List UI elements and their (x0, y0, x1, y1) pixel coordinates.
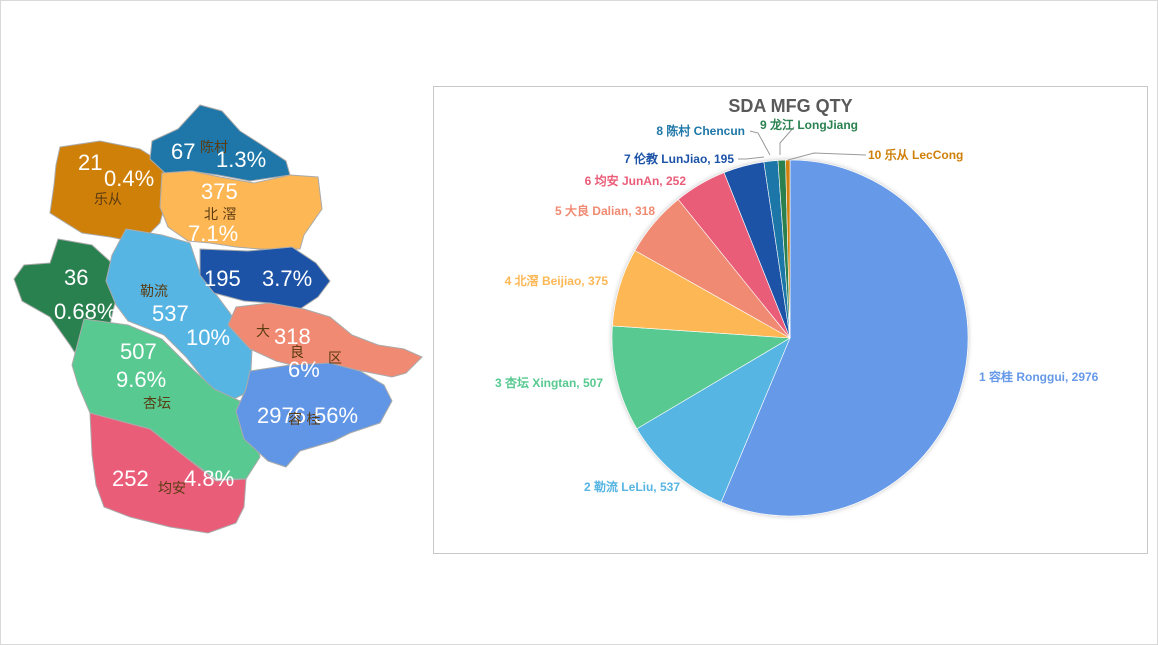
pie-leader-7 (738, 156, 765, 160)
pie-label-2: 2 勒流 LeLiu, 537 (584, 479, 680, 494)
chencun-value: 67 (171, 139, 195, 164)
pie-slice-2 (636, 337, 791, 503)
dalian-value: 318 (274, 324, 311, 349)
ronggui-name: 容 桂 (288, 411, 320, 428)
pie-leader-lines (738, 126, 867, 161)
xingtan-value: 507 (120, 339, 157, 364)
map-region-beijiao (159, 170, 323, 250)
map-region-dalian (227, 302, 423, 378)
lecong-value: 21 (78, 150, 102, 175)
longjiang-value: 36 (64, 265, 88, 290)
longjiang-pct: 0.68% (54, 299, 116, 324)
map-labels: 21 0.4% 乐从 67 陈村 1.3% 375 北 滘 7.1% 36 0.… (54, 139, 358, 497)
pie-chart: 1 容桂 Ronggui, 2976 2 勒流 LeLiu, 537 3 杏坛 Xi… (495, 117, 1099, 517)
pie-label-9: 9 龙江 LongJiang (760, 117, 858, 132)
lunjiao-pct: 3.7% (262, 266, 312, 291)
leliu-name: 勒流 (140, 284, 168, 300)
pie-label-5: 5 大良 Dalian, 318 (555, 203, 655, 218)
xingtan-pct: 9.6% (116, 367, 166, 392)
dalian-pct: 6% (288, 357, 320, 382)
pie-label-1: 1 容桂 Ronggui, 2976 (979, 369, 1099, 384)
junan-name: 均安 (158, 481, 186, 497)
leliu-pct: 10% (186, 325, 230, 350)
lecong-name: 乐从 (94, 192, 122, 208)
map-region-junan (89, 412, 247, 534)
chart-title: SDA MFG QTY (728, 96, 853, 116)
map-regions (13, 104, 423, 534)
ronggui-value: 2976 (257, 403, 306, 428)
pie-leader-10 (787, 152, 867, 161)
map-region-lunjiao (199, 246, 331, 310)
pie-label-7: 7 伦教 LunJiao, 195 (624, 151, 734, 166)
district-map: 21 0.4% 乐从 67 陈村 1.3% 375 北 滘 7.1% 36 0.… (13, 104, 423, 534)
beijiao-name: 北 滘 (204, 207, 236, 223)
junan-value: 252 (112, 466, 149, 491)
dalian-name-3: 区 (328, 351, 342, 367)
pie-label-3: 3 杏坛 Xingtan, 507 (495, 375, 603, 390)
pie-label-4: 4 北滘 Beijiao, 375 (505, 273, 609, 288)
pie-label-6: 6 均安 JunAn, 252 (585, 173, 687, 188)
pie-slice-3 (611, 325, 791, 430)
pie-chart-panel: SDA MFG QTY 1 容桂 Ronggui, 2976 2 勒流 LeLiu… (433, 86, 1148, 554)
pie-leader-9 (779, 126, 795, 155)
pie-leader-8 (749, 130, 771, 156)
ronggui-pct: 56% (314, 403, 358, 428)
lecong-pct: 0.4% (104, 166, 154, 191)
xingtan-name: 杏坛 (143, 396, 171, 412)
pie-slice-1 (720, 159, 969, 517)
beijiao-pct: 7.1% (188, 221, 238, 246)
pie-slice-10 (785, 159, 791, 339)
chencun-pct: 1.3% (216, 147, 266, 172)
chencun-name: 陈村 (200, 139, 228, 156)
pie-slices (611, 159, 969, 517)
map-region-ronggui (235, 362, 393, 468)
pie-labels: 1 容桂 Ronggui, 2976 2 勒流 LeLiu, 537 3 杏坛 Xi… (495, 117, 1099, 494)
junan-pct: 4.8% (184, 466, 234, 491)
leliu-value: 537 (152, 301, 189, 326)
pie-label-8: 8 陈村 Chencun (656, 123, 745, 138)
beijiao-value: 375 (201, 179, 238, 204)
dalian-name-1: 大 (256, 324, 270, 340)
lunjiao-value: 195 (204, 266, 241, 291)
pie-label-10: 10 乐从 LecCong (868, 147, 963, 162)
dalian-name-2: 良 (290, 345, 304, 361)
